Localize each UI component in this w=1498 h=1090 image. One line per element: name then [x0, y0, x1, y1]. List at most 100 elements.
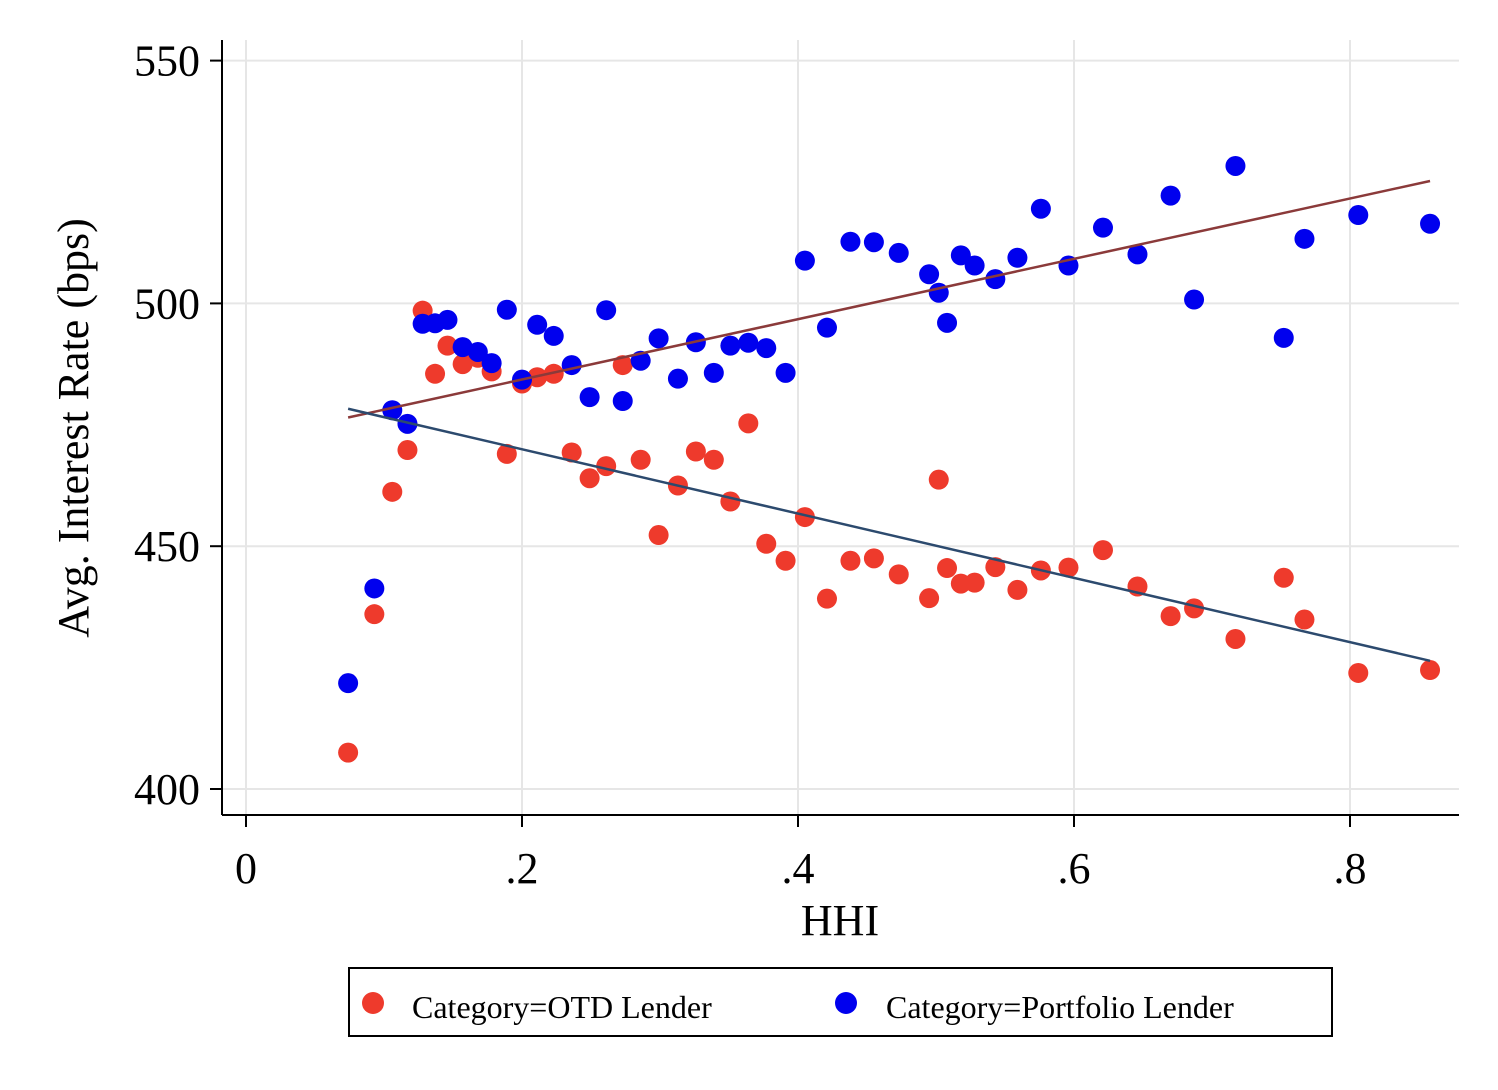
legend-swatch-portfolio: [835, 992, 857, 1014]
y-axis-title: Avg. Interest Rate (bps): [49, 218, 98, 638]
data-point-portfolio: [579, 387, 600, 408]
data-point-portfolio: [527, 314, 548, 335]
data-point-otd: [964, 572, 985, 593]
data-point-otd: [985, 557, 1006, 578]
data-point-portfolio: [985, 269, 1006, 290]
data-point-portfolio: [648, 328, 669, 349]
fit-lines: [347, 179, 1431, 663]
data-point-otd: [1420, 660, 1441, 681]
data-point-portfolio: [667, 368, 688, 389]
data-point-otd: [703, 449, 724, 470]
x-axis-title: HHI: [801, 896, 879, 945]
data-point-portfolio: [919, 264, 940, 285]
data-point-otd: [937, 558, 958, 579]
data-point-portfolio: [794, 250, 815, 271]
data-point-portfolio: [1273, 327, 1294, 348]
data-point-portfolio: [496, 299, 517, 320]
data-point-otd: [816, 588, 837, 609]
data-point-portfolio: [452, 337, 473, 358]
data-point-portfolio: [1007, 247, 1028, 268]
data-point-portfolio: [561, 355, 582, 376]
data-point-portfolio: [382, 400, 403, 421]
data-point-otd: [630, 449, 651, 470]
y-tick-label: 500: [134, 279, 200, 328]
data-point-otd: [1294, 609, 1315, 630]
fit-line-otd: [347, 407, 1431, 663]
data-point-portfolio: [964, 255, 985, 276]
data-point-otd: [1184, 598, 1205, 619]
data-point-otd: [720, 491, 741, 512]
y-tick-label: 550: [134, 37, 200, 86]
y-tick-label: 450: [134, 522, 200, 571]
data-point-portfolio: [816, 317, 837, 338]
x-tick-label: 0: [235, 844, 257, 893]
data-point-otd: [338, 742, 359, 763]
x-tick-label: .2: [506, 844, 539, 893]
data-point-otd: [452, 354, 473, 375]
data-point-otd: [738, 413, 759, 434]
legend-label-portfolio: Category=Portfolio Lender: [886, 989, 1234, 1025]
data-point-portfolio: [738, 332, 759, 353]
data-point-otd: [1225, 628, 1246, 649]
data-point-otd: [397, 440, 418, 461]
data-point-portfolio: [1225, 155, 1246, 176]
x-tick-label: .8: [1334, 844, 1367, 893]
y-ticks: 400 450 500 550: [134, 37, 222, 814]
data-point-otd: [579, 468, 600, 489]
data-point-portfolio: [481, 353, 502, 374]
data-point-otd: [382, 481, 403, 502]
data-point-portfolio: [720, 335, 741, 356]
data-point-portfolio: [703, 362, 724, 383]
data-point-portfolio: [467, 341, 488, 362]
data-point-portfolio: [364, 578, 385, 599]
axes: [221, 40, 1459, 816]
data-point-portfolio: [1294, 228, 1315, 249]
x-tick-label: .6: [1058, 844, 1091, 893]
data-point-portfolio: [1420, 213, 1441, 234]
x-tick-label: .4: [782, 844, 815, 893]
data-points: [338, 155, 1441, 763]
data-point-otd: [928, 469, 949, 490]
data-point-portfolio: [596, 300, 617, 321]
data-point-otd: [648, 525, 669, 546]
data-point-otd: [1348, 662, 1369, 683]
data-point-otd: [863, 548, 884, 569]
data-point-portfolio: [1348, 205, 1369, 226]
data-point-otd: [685, 441, 706, 462]
data-point-otd: [1092, 540, 1113, 561]
data-point-portfolio: [437, 309, 458, 330]
data-point-portfolio: [612, 391, 633, 412]
data-point-portfolio: [1184, 289, 1205, 310]
data-point-otd: [775, 550, 796, 571]
data-point-otd: [437, 335, 458, 356]
legend-label-otd: Category=OTD Lender: [412, 989, 712, 1025]
fit-line-portfolio: [347, 179, 1431, 419]
data-point-portfolio: [950, 245, 971, 266]
data-point-otd: [612, 355, 633, 376]
data-point-otd: [496, 443, 517, 464]
x-ticks: 0 .2 .4 .6 .8: [235, 815, 1367, 893]
data-point-otd: [756, 533, 777, 554]
data-point-portfolio: [1092, 217, 1113, 238]
data-point-portfolio: [543, 325, 564, 346]
data-point-otd: [1160, 606, 1181, 627]
data-point-portfolio: [937, 312, 958, 333]
data-point-portfolio: [888, 242, 909, 263]
data-point-otd: [794, 507, 815, 528]
data-point-otd: [888, 564, 909, 585]
data-point-portfolio: [863, 232, 884, 253]
data-point-portfolio: [338, 673, 359, 694]
data-point-otd: [840, 550, 861, 571]
data-point-portfolio: [840, 231, 861, 252]
data-point-portfolio: [756, 338, 777, 359]
data-point-portfolio: [775, 362, 796, 383]
data-point-otd: [1058, 557, 1079, 578]
y-tick-label: 400: [134, 765, 200, 814]
data-point-otd: [1007, 579, 1028, 600]
legend: Category=OTD Lender Category=Portfolio L…: [348, 967, 1333, 1037]
data-point-portfolio: [1160, 185, 1181, 206]
data-point-otd: [425, 363, 446, 384]
data-point-portfolio: [1030, 198, 1051, 219]
data-point-otd: [364, 604, 385, 625]
